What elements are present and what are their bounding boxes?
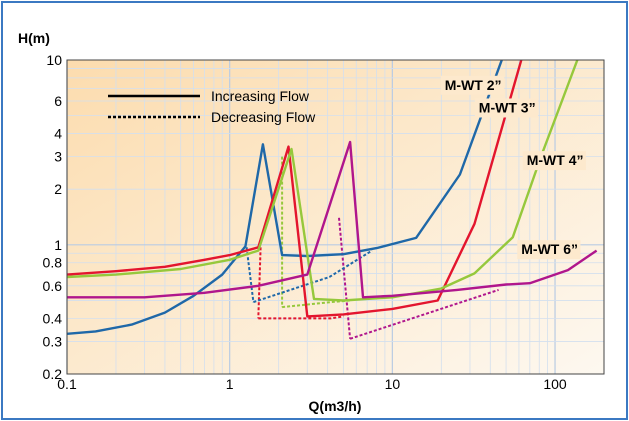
- switch-line: [338, 217, 352, 339]
- y-tick-label: 6: [54, 93, 62, 109]
- y-tick-label: 4: [54, 126, 62, 142]
- legend: Increasing Flow Decreasing Flow: [108, 88, 316, 125]
- series-line-decreasing: [253, 249, 373, 304]
- x-axis-label: Q(m3/h): [309, 398, 362, 414]
- series-label: M-WT 6”: [521, 241, 578, 257]
- y-tick-label: 10: [46, 52, 62, 68]
- series-line-decreasing: [349, 288, 499, 340]
- series-label: M-WT 4”: [527, 152, 584, 168]
- y-tick-label: 0.3: [43, 333, 63, 349]
- y-tick-label: 3: [54, 149, 62, 165]
- series-line-decreasing: [258, 315, 344, 320]
- x-tick-labels: 0.1 1 10 100: [57, 376, 567, 392]
- series-label: M-WT 2”: [445, 77, 502, 93]
- plot-border: [66, 59, 605, 375]
- series-line-increasing: [67, 60, 579, 302]
- switch-line: [245, 247, 255, 303]
- series-label-bg: [517, 240, 581, 260]
- series-labels: M-WT 2” M-WT 3” M-WT 4” M-WT 6”: [440, 75, 586, 260]
- legend-label-increasing: Increasing Flow: [211, 88, 310, 104]
- y-axis-label: H(m): [18, 30, 50, 46]
- y-tick-label: 0.6: [43, 278, 63, 294]
- x-tick-label: 0.1: [57, 376, 77, 392]
- y-tick-label: 0.4: [43, 310, 63, 326]
- series-label-bg: [474, 98, 539, 118]
- x-tick-label: 100: [543, 376, 567, 392]
- series-line-increasing: [67, 140, 598, 299]
- legend-label-decreasing: Decreasing Flow: [211, 109, 316, 125]
- y-tick-labels: 0.2 0.3 0.4 0.6 0.8 1 2 3 4 6 10: [43, 52, 63, 382]
- x-tick-label: 1: [226, 376, 234, 392]
- x-tick-label: 10: [385, 376, 401, 392]
- series-line-increasing: [67, 60, 504, 335]
- curves: [67, 60, 598, 340]
- series-label: M-WT 3”: [479, 99, 536, 115]
- series-label-bg: [440, 75, 504, 95]
- series-line-increasing: [67, 60, 523, 318]
- y-tick-label: 0.2: [43, 366, 63, 382]
- y-tick-label: 1: [54, 237, 62, 253]
- y-tick-label: 2: [54, 181, 62, 197]
- switch-line: [257, 247, 262, 319]
- series-label-bg: [522, 151, 586, 171]
- y-tick-label: 0.8: [43, 255, 63, 271]
